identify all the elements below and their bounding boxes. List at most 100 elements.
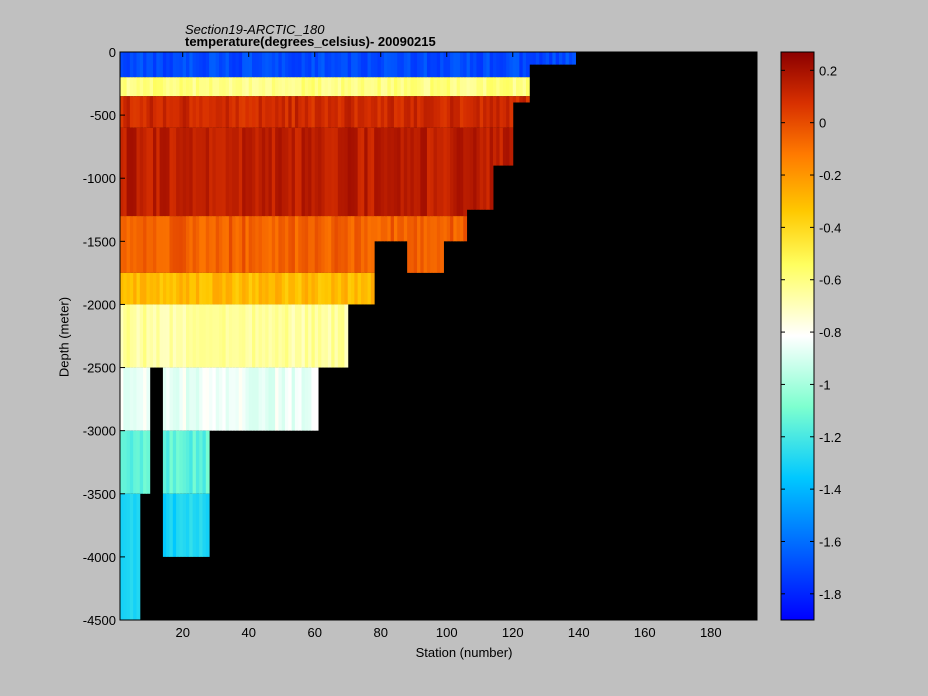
heatmap-cell bbox=[469, 77, 474, 97]
heatmap-cell bbox=[133, 96, 137, 128]
heatmap-cell bbox=[209, 52, 213, 78]
heatmap-cell bbox=[179, 493, 184, 557]
heatmap-cell bbox=[258, 127, 263, 217]
heatmap-cell bbox=[271, 77, 276, 97]
heatmap-cell bbox=[364, 77, 369, 97]
heatmap-cell bbox=[228, 272, 233, 305]
heatmap-cell bbox=[298, 52, 303, 78]
heatmap-cell bbox=[159, 216, 164, 273]
heatmap-cell bbox=[308, 367, 312, 431]
heatmap-cell bbox=[189, 272, 194, 305]
heatmap-cell bbox=[146, 77, 151, 97]
heatmap-cell bbox=[308, 96, 312, 128]
heatmap-cell bbox=[311, 367, 316, 431]
heatmap-cell bbox=[360, 77, 365, 97]
heatmap-cell bbox=[149, 77, 154, 97]
heatmap-cell bbox=[219, 96, 223, 128]
heatmap-cell bbox=[443, 127, 448, 217]
heatmap-cell bbox=[245, 304, 250, 368]
heatmap-cell bbox=[146, 272, 151, 305]
heatmap-cell bbox=[238, 367, 243, 431]
heatmap-cell bbox=[456, 77, 461, 97]
heatmap-cell bbox=[123, 304, 128, 368]
heatmap-cell bbox=[327, 127, 332, 217]
heatmap-cell bbox=[370, 96, 375, 128]
heatmap-cell bbox=[281, 304, 286, 368]
heatmap-cell bbox=[459, 216, 464, 242]
heatmap-cell bbox=[123, 127, 128, 217]
heatmap-cell bbox=[268, 77, 273, 97]
heatmap-cell bbox=[195, 77, 200, 97]
heatmap-cell bbox=[248, 367, 253, 431]
heatmap-cell bbox=[380, 96, 385, 128]
heatmap-cell bbox=[149, 96, 154, 128]
heatmap-cell bbox=[159, 96, 164, 128]
heatmap-cell bbox=[469, 52, 474, 78]
heatmap-cell bbox=[278, 272, 283, 305]
heatmap-cell bbox=[172, 216, 177, 273]
heatmap-cell bbox=[202, 430, 207, 494]
heatmap-cell bbox=[532, 52, 537, 65]
y-axis-label: Depth (meter) bbox=[56, 296, 72, 378]
heatmap-cell bbox=[318, 77, 322, 97]
heatmap-cell bbox=[261, 216, 266, 273]
heatmap-cell bbox=[120, 77, 124, 97]
heatmap-cell bbox=[268, 52, 273, 78]
heatmap-cell bbox=[212, 367, 217, 431]
heatmap-cell bbox=[146, 127, 151, 217]
heatmap-cell bbox=[222, 367, 227, 431]
heatmap-cell bbox=[189, 493, 194, 557]
heatmap-cell bbox=[357, 96, 362, 128]
heatmap-cell bbox=[202, 367, 207, 431]
x-tick-label: 40 bbox=[241, 625, 255, 640]
heatmap-cell bbox=[377, 77, 382, 97]
heatmap-cell bbox=[377, 96, 382, 128]
heatmap-cell bbox=[209, 367, 213, 431]
heatmap-cell bbox=[519, 77, 524, 97]
heatmap-cell bbox=[459, 96, 464, 128]
heatmap-cell bbox=[288, 77, 293, 97]
heatmap-cell bbox=[268, 272, 273, 305]
heatmap-cell bbox=[139, 127, 144, 217]
heatmap-cell bbox=[176, 216, 180, 273]
heatmap-cell bbox=[360, 52, 365, 78]
heatmap-cell bbox=[390, 216, 395, 242]
heatmap-cell bbox=[245, 96, 250, 128]
heatmap-cell bbox=[492, 77, 497, 97]
colorbar-tick-label: 0.2 bbox=[819, 63, 837, 78]
heatmap-cell bbox=[466, 96, 471, 128]
heatmap-cell bbox=[195, 216, 200, 273]
heatmap-cell bbox=[139, 52, 144, 78]
heatmap-cell bbox=[281, 96, 286, 128]
heatmap-cell bbox=[228, 77, 233, 97]
heatmap-cell bbox=[360, 96, 365, 128]
heatmap-cell bbox=[176, 367, 180, 431]
heatmap-cell bbox=[506, 77, 510, 97]
heatmap-cell bbox=[516, 77, 520, 97]
heatmap-cell bbox=[417, 52, 421, 78]
heatmap-cell bbox=[354, 77, 359, 97]
heatmap-cell bbox=[162, 96, 167, 128]
heatmap-cell bbox=[301, 52, 306, 78]
heatmap-cell bbox=[166, 304, 171, 368]
heatmap-cell bbox=[179, 367, 184, 431]
heatmap-cell bbox=[387, 52, 392, 78]
heatmap-cell bbox=[308, 304, 312, 368]
heatmap-cell bbox=[133, 127, 137, 217]
heatmap-cell bbox=[215, 77, 220, 97]
heatmap-cell bbox=[393, 216, 398, 242]
heatmap-cell bbox=[426, 216, 431, 273]
heatmap-cell bbox=[364, 127, 369, 217]
heatmap-cell bbox=[248, 216, 253, 273]
heatmap-cell bbox=[509, 77, 514, 97]
colorbar-tick-label: -1.6 bbox=[819, 534, 841, 549]
heatmap-cell bbox=[298, 367, 303, 431]
heatmap-cell bbox=[314, 77, 319, 97]
heatmap-cell bbox=[314, 304, 319, 368]
heatmap-cell bbox=[120, 430, 124, 494]
heatmap-cell bbox=[512, 52, 517, 78]
heatmap-cell bbox=[212, 216, 217, 273]
heatmap-cell bbox=[136, 272, 141, 305]
heatmap-cell bbox=[176, 52, 180, 78]
heatmap-cell bbox=[370, 272, 375, 305]
